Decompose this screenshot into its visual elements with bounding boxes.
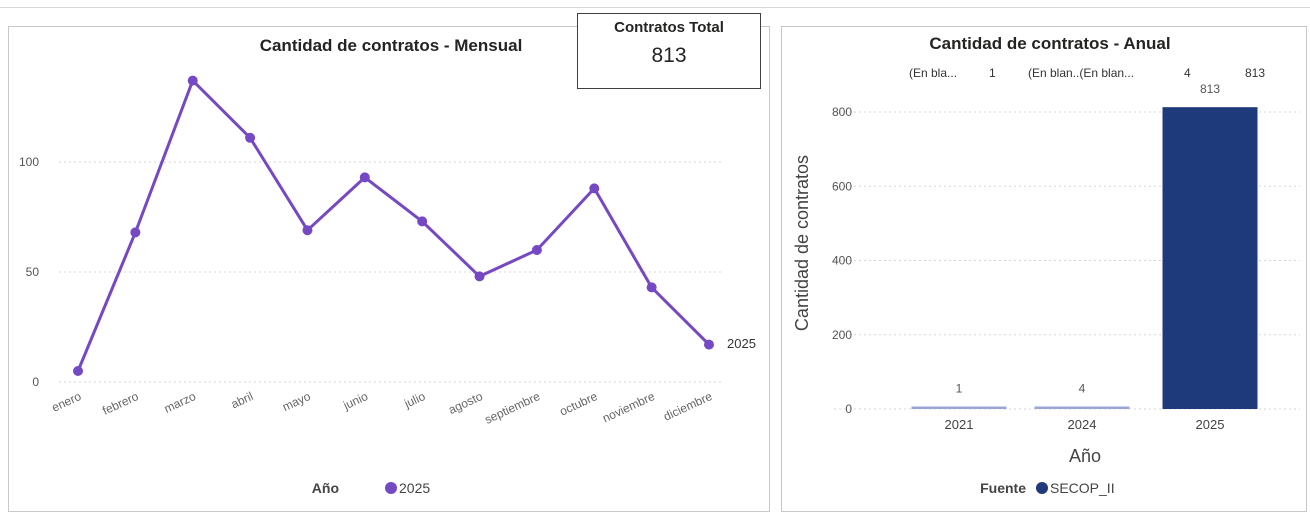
data-point-abril[interactable] xyxy=(245,132,256,143)
monthly-chart-title: Cantidad de contratos - Mensual xyxy=(260,36,523,55)
x-tick-label: octubre xyxy=(557,389,599,419)
legend-series-label[interactable]: SECOP_II xyxy=(1050,480,1115,496)
data-label-2025: 813 xyxy=(1200,82,1220,96)
data-label-2021: 1 xyxy=(956,382,963,396)
data-point-mayo[interactable] xyxy=(302,225,313,236)
annual-chart-title: Cantidad de contratos - Anual xyxy=(929,34,1170,53)
x-tick-label: marzo xyxy=(162,389,198,416)
x-tick-label: junio xyxy=(340,389,370,413)
monthly-chart-panel: Cantidad de contratos - Mensual 0 50 100 e… xyxy=(8,26,770,512)
kpi-card-total: Contratos Total 813 xyxy=(577,13,761,89)
legend-series-label[interactable]: 2025 xyxy=(399,480,430,496)
legend-marker-secop xyxy=(1036,482,1048,494)
x-tick-label: 2021 xyxy=(945,417,974,432)
y-axis-title: Cantidad de contratos xyxy=(792,155,812,331)
y-tick-label: 800 xyxy=(832,105,852,119)
y-tick-label: 400 xyxy=(832,254,852,268)
y-tick-label: 100 xyxy=(19,155,39,169)
data-point-febrero[interactable] xyxy=(130,227,141,238)
data-label-2024: 4 xyxy=(1079,382,1086,396)
top-label-5: 813 xyxy=(1245,66,1265,80)
top-label-2: 1 xyxy=(989,66,996,80)
data-point-noviembre[interactable] xyxy=(646,282,657,293)
data-point-enero[interactable] xyxy=(73,366,83,376)
top-label-4: 4 xyxy=(1184,66,1191,80)
legend-title: Año xyxy=(312,480,339,496)
y-tick-label: 600 xyxy=(832,179,852,193)
data-point-octubre[interactable] xyxy=(589,183,600,194)
y-tick-label: 200 xyxy=(832,328,852,342)
data-point-marzo[interactable] xyxy=(187,75,198,86)
data-point-diciembre[interactable] xyxy=(704,339,714,350)
x-tick-label: septiembre xyxy=(482,389,542,427)
bar-2024[interactable] xyxy=(1034,406,1130,410)
data-point-agosto[interactable] xyxy=(474,271,485,282)
top-label-1: (En bla... xyxy=(909,66,957,80)
x-tick-label: julio xyxy=(401,389,427,411)
kpi-label: Contratos Total xyxy=(614,19,724,36)
x-tick-label: mayo xyxy=(280,389,313,414)
x-tick-label: abril xyxy=(229,389,255,411)
data-point-septiembre[interactable] xyxy=(531,245,542,255)
annual-top-labels: (En bla... 1 (En blan..(En blan... 4 813 xyxy=(909,66,1265,80)
x-tick-label: 2024 xyxy=(1068,417,1097,432)
x-tick-label: diciembre xyxy=(661,389,714,424)
monthly-line-chart: Cantidad de contratos - Mensual 0 50 100 e… xyxy=(19,36,756,496)
series-end-label: 2025 xyxy=(727,336,756,351)
series-line-2025 xyxy=(76,79,711,372)
legend-marker-2025 xyxy=(385,482,397,494)
x-tick-label: febrero xyxy=(100,389,141,418)
top-divider xyxy=(0,7,1310,8)
bar-2025[interactable] xyxy=(1162,107,1258,409)
y-tick-label: 0 xyxy=(32,375,39,389)
kpi-value: 813 xyxy=(651,44,687,67)
x-tick-label: 2025 xyxy=(1196,417,1225,432)
legend-title: Fuente xyxy=(980,480,1026,496)
annual-bar-chart: Cantidad de contratos - Anual (En bla...… xyxy=(792,34,1300,496)
data-point-julio[interactable] xyxy=(417,216,428,227)
y-tick-label: 50 xyxy=(26,265,40,279)
y-tick-label: 0 xyxy=(845,402,852,416)
annual-chart-panel: Cantidad de contratos - Anual (En bla...… xyxy=(781,26,1307,512)
data-point-junio[interactable] xyxy=(359,172,370,183)
top-label-3: (En blan..(En blan... xyxy=(1028,66,1134,80)
x-tick-label: agosto xyxy=(446,389,485,417)
x-tick-label: noviembre xyxy=(600,389,657,426)
monthly-legend: Año 2025 xyxy=(312,480,431,496)
bar-2021[interactable] xyxy=(911,406,1007,410)
x-tick-label: enero xyxy=(50,389,84,415)
x-axis-title: Año xyxy=(1069,446,1101,466)
annual-legend: Fuente SECOP_II xyxy=(980,480,1114,496)
